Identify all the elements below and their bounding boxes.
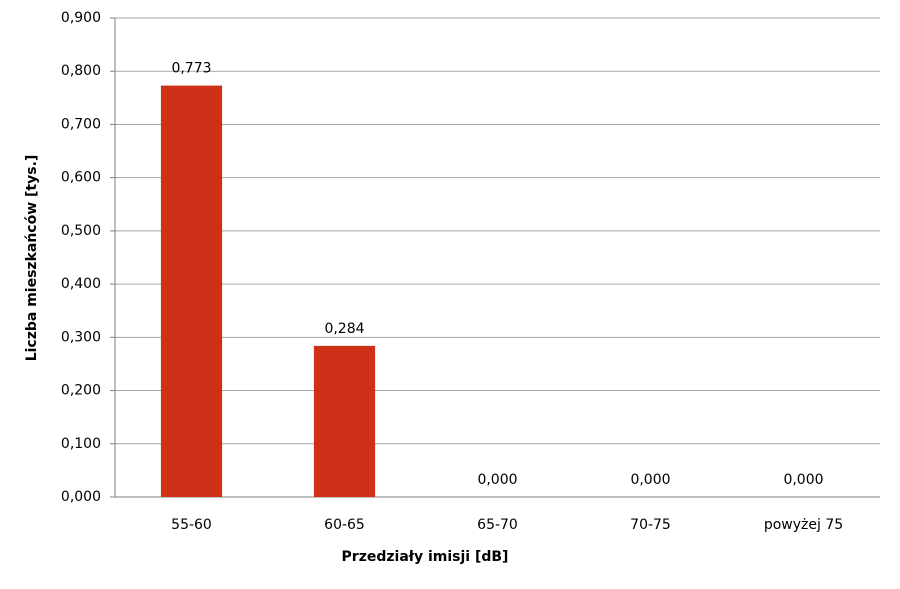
x-tick-label: powyżej 75 xyxy=(764,517,843,533)
value-label: 0,000 xyxy=(783,472,823,488)
x-tick-label: 60-65 xyxy=(324,517,365,533)
y-tick-label: 0,600 xyxy=(61,170,101,186)
x-tick-label: 55-60 xyxy=(171,517,212,533)
y-tick-label: 0,000 xyxy=(61,489,101,505)
y-tick-label: 0,500 xyxy=(61,223,101,239)
y-axis-label: Liczba mieszkańców [tys.] xyxy=(24,155,40,362)
y-tick-label: 0,700 xyxy=(61,116,101,132)
value-label: 0,000 xyxy=(477,472,517,488)
value-label: 0,773 xyxy=(171,61,211,77)
x-axis-label: Przedziały imisji [dB] xyxy=(342,549,509,565)
bar xyxy=(313,345,376,497)
y-tick-label: 0,800 xyxy=(61,63,101,79)
y-tick-label: 0,400 xyxy=(61,276,101,292)
y-tick-label: 0,900 xyxy=(61,10,101,26)
bar xyxy=(160,85,223,497)
y-tick-label: 0,300 xyxy=(61,329,101,345)
value-label: 0,000 xyxy=(630,472,670,488)
x-tick-label: 65-70 xyxy=(477,517,518,533)
y-tick-label: 0,200 xyxy=(61,383,101,399)
y-tick-label: 0,100 xyxy=(61,436,101,452)
x-tick-label: 70-75 xyxy=(630,517,671,533)
value-label: 0,284 xyxy=(324,321,364,337)
